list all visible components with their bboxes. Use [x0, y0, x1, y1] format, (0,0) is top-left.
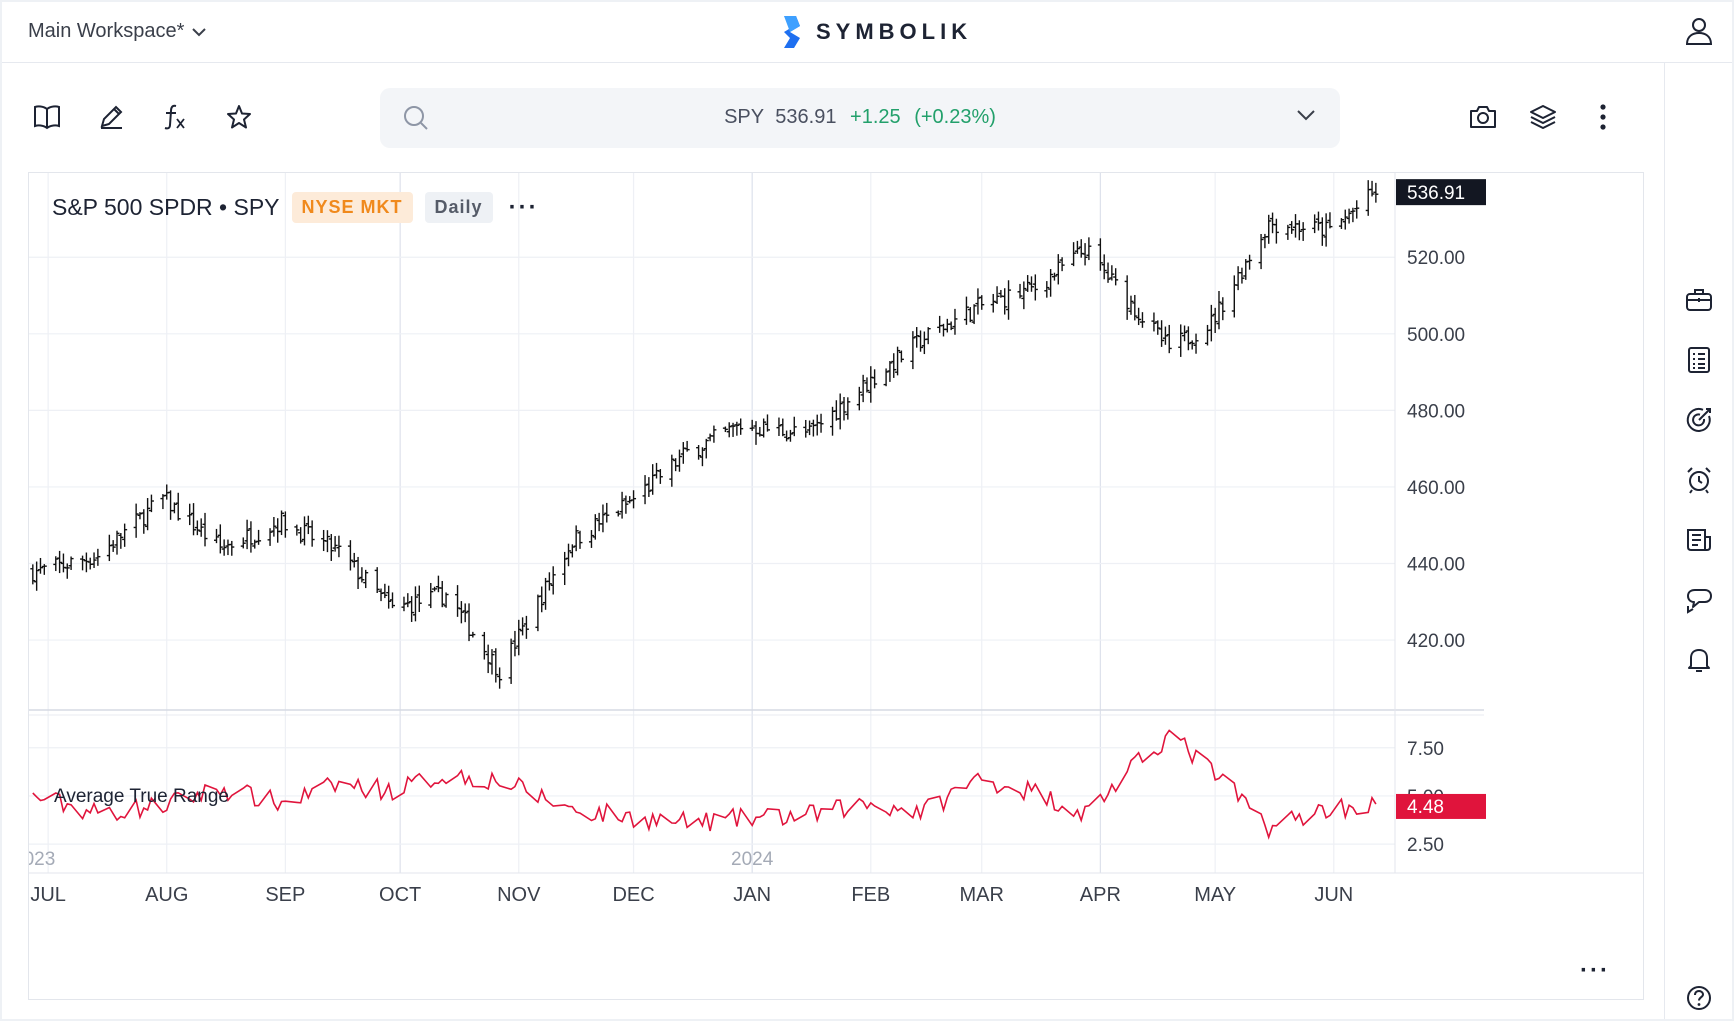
- indicators-button[interactable]: [160, 102, 190, 132]
- vertical-dots-icon: [1600, 104, 1606, 130]
- pencil-icon: [100, 105, 123, 129]
- atr-last-label: 4.48: [1407, 797, 1444, 818]
- last-price-tag: [1396, 179, 1486, 206]
- instrument-title: S&P 500 SPDR • SPY: [52, 194, 280, 220]
- quote-change: +1.25: [850, 106, 901, 128]
- chart-toolbar-left: [32, 102, 254, 132]
- function-icon: [164, 104, 185, 130]
- briefcase-icon: [1686, 289, 1712, 311]
- chat-icon: [1687, 589, 1712, 614]
- chart-toolbar-right: [1468, 102, 1618, 132]
- user-account-button[interactable]: [1684, 16, 1714, 51]
- year-label: 2024: [731, 849, 774, 870]
- symbol-search-bar[interactable]: SPY 536.91 +1.25 (+0.23%): [380, 88, 1340, 148]
- quote-summary: SPY 536.91 +1.25 (+0.23%): [380, 106, 1340, 129]
- chart-header: S&P 500 SPDR • SPY NYSE MKT Daily ···: [52, 192, 543, 223]
- time-axis-label: NOV: [497, 884, 541, 906]
- time-axis-options-button[interactable]: ···: [1580, 957, 1610, 984]
- chevron-down-icon[interactable]: [1296, 108, 1316, 122]
- price-axis-label: 420.00: [1407, 631, 1465, 652]
- time-axis-label: JAN: [733, 884, 771, 906]
- help-icon: [1687, 986, 1711, 1010]
- chevron-down-icon: [192, 27, 207, 36]
- price-axis-label: 460.00: [1407, 478, 1465, 499]
- star-icon: [227, 105, 251, 129]
- quote-symbol: SPY: [724, 106, 764, 128]
- portfolio-button[interactable]: [1683, 284, 1715, 316]
- target-icon: [1686, 407, 1711, 432]
- alarm-clock-icon: [1687, 467, 1711, 494]
- alarms-button[interactable]: [1683, 464, 1715, 496]
- quote-change-percent: (+0.23%): [914, 106, 996, 128]
- snapshot-button[interactable]: [1468, 102, 1498, 132]
- bell-icon: [1688, 649, 1710, 672]
- chat-button[interactable]: [1683, 584, 1715, 616]
- atr-line: [32, 729, 1377, 840]
- list-icon: [1688, 347, 1710, 373]
- time-axis-label: JUN: [1314, 884, 1353, 906]
- atr-last-tag: [1396, 793, 1486, 819]
- workspace-selector[interactable]: Main Workspace*: [28, 20, 207, 43]
- layers-button[interactable]: [1528, 102, 1558, 132]
- price-axis-label: 520.00: [1407, 248, 1465, 269]
- layers-icon: [1530, 105, 1556, 129]
- time-axis-label: SEP: [265, 884, 305, 906]
- time-axis-label: DEC: [612, 884, 654, 906]
- search-icon: [404, 106, 428, 130]
- time-axis-label: APR: [1080, 884, 1121, 906]
- time-axis-label: MAY: [1194, 884, 1236, 906]
- symbolik-logo-icon: [784, 16, 800, 48]
- signals-button[interactable]: [1683, 404, 1715, 436]
- exchange-badge: NYSE MKT: [291, 192, 413, 223]
- quote-price: 536.91: [775, 106, 837, 128]
- year-label: 2023: [29, 849, 55, 870]
- interval-selector[interactable]: Daily: [424, 192, 493, 223]
- more-options-button[interactable]: [1588, 102, 1618, 132]
- last-price-label: 536.91: [1407, 183, 1465, 204]
- time-axis-label: JUL: [30, 884, 66, 906]
- time-axis-label: MAR: [960, 884, 1004, 906]
- workspace-label: Main Workspace*: [28, 20, 185, 42]
- price-chart[interactable]: JUL AUG SEP OCT NOV DEC JAN FEB MAR APR MAY JUN 2023…: [13, 173, 1643, 999]
- brand-logo: SYMBOLIK: [782, 14, 972, 50]
- user-icon: [1685, 18, 1713, 45]
- atr-axis-label: 2.50: [1407, 835, 1444, 856]
- notifications-button[interactable]: [1683, 644, 1715, 676]
- price-axis-label: 500.00: [1407, 325, 1465, 346]
- help-button[interactable]: [1683, 982, 1715, 1014]
- news-icon: [1687, 529, 1711, 551]
- book-button[interactable]: [32, 102, 62, 132]
- right-sidebar: [1664, 62, 1733, 1019]
- brand-name: SYMBOLIK: [816, 19, 973, 44]
- time-axis-label: AUG: [145, 884, 188, 906]
- price-axis-label: 480.00: [1407, 401, 1465, 422]
- news-button[interactable]: [1683, 524, 1715, 556]
- chart-container[interactable]: JUL AUG SEP OCT NOV DEC JAN FEB MAR APR MAY JUN 2023…: [13, 172, 1644, 1000]
- camera-icon: [1470, 106, 1496, 128]
- indicator-title: Average True Range: [54, 786, 229, 807]
- time-axis-label: FEB: [851, 884, 890, 906]
- top-bar: Main Workspace* SYMBOLIK: [2, 2, 1732, 63]
- book-icon: [34, 105, 60, 130]
- chart-options-button[interactable]: ···: [508, 193, 539, 221]
- favorites-button[interactable]: [224, 102, 254, 132]
- price-axis-label: 440.00: [1407, 555, 1465, 576]
- watchlist-button[interactable]: [1683, 344, 1715, 376]
- time-axis-label: OCT: [379, 884, 421, 906]
- draw-button[interactable]: [96, 102, 126, 132]
- atr-axis-label: 7.50: [1407, 739, 1444, 760]
